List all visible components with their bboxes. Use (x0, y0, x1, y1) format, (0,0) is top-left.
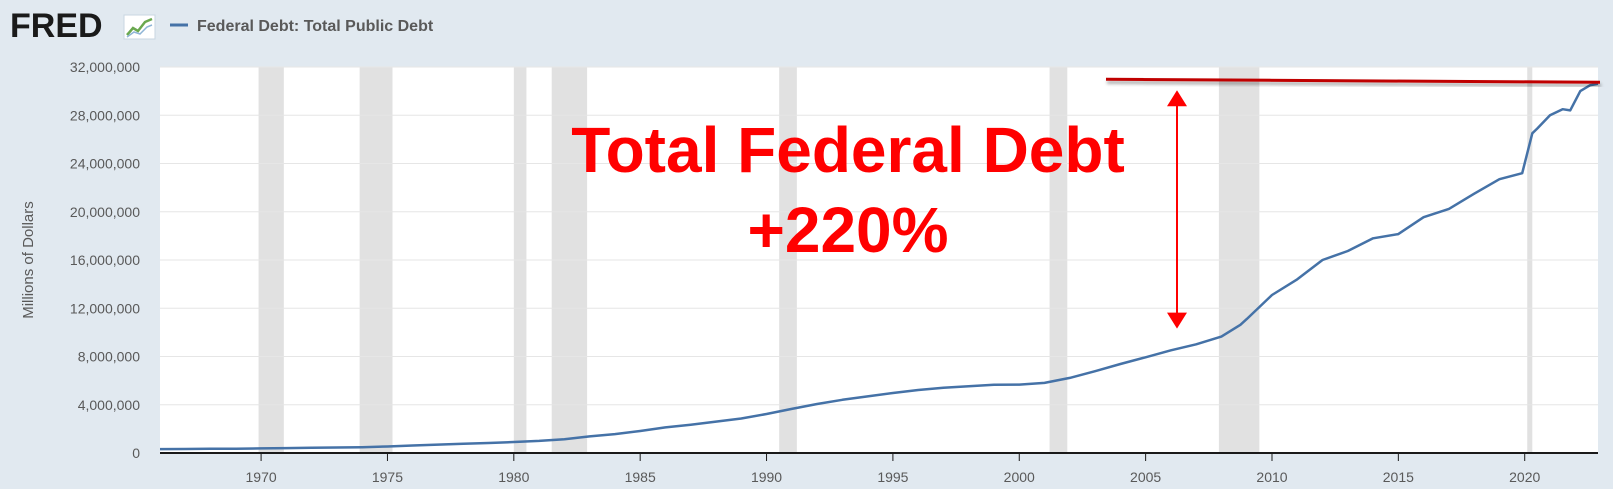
y-tick-label: 16,000,000 (70, 252, 140, 268)
fred-logo-graph-icon (123, 14, 156, 40)
x-tick-label: 2010 (1256, 469, 1287, 485)
x-tick-label: 2005 (1130, 469, 1161, 485)
y-axis-ticks: 0 4,000,000 8,000,000 12,000,000 16,000,000 2… (70, 59, 140, 461)
x-tick-label: 1985 (625, 469, 656, 485)
legend: Federal Debt: Total Public Debt (170, 18, 434, 35)
annotation-percent: +220% (747, 194, 948, 266)
y-tick-label: 8,000,000 (78, 349, 140, 365)
gridlines (160, 66, 1598, 406)
y-tick-label: 12,000,000 (70, 300, 140, 316)
x-tick-label: 1970 (246, 469, 277, 485)
y-tick-label: 20,000,000 (70, 204, 140, 220)
series-line-0 (159, 82, 1599, 451)
fred-logo[interactable]: FRED (10, 7, 156, 45)
y-tick-label: 0 (132, 445, 140, 461)
x-tick-label: 1975 (372, 469, 403, 485)
y-tick-label: 28,000,000 (70, 107, 140, 123)
series-layer (159, 82, 1599, 451)
y-tick-label: 4,000,000 (78, 397, 140, 413)
y-tick-label: 24,000,000 (70, 156, 140, 172)
upper-reference-line (1105, 77, 1601, 84)
y-tick-label: 32,000,000 (70, 59, 140, 75)
x-tick-label: 1980 (498, 469, 529, 485)
fred-logo-text: FRED (10, 7, 103, 45)
x-tick-label: 1990 (751, 469, 782, 485)
x-axis-ticks: 1970 1975 1980 1985 1990 1995 2000 2005 2010 2015… (246, 453, 1540, 485)
legend-label: Federal Debt: Total Public Debt (197, 18, 434, 35)
y-axis-title: Millions of Dollars (20, 201, 37, 319)
x-tick-label: 2015 (1383, 469, 1414, 485)
x-tick-label: 1995 (877, 469, 908, 485)
x-tick-label: 2020 (1509, 469, 1540, 485)
annotation-overlay: Total Federal Debt +220% (571, 77, 1601, 339)
x-tick-label: 2000 (1004, 469, 1035, 485)
annotation-headline: Total Federal Debt (571, 114, 1125, 186)
